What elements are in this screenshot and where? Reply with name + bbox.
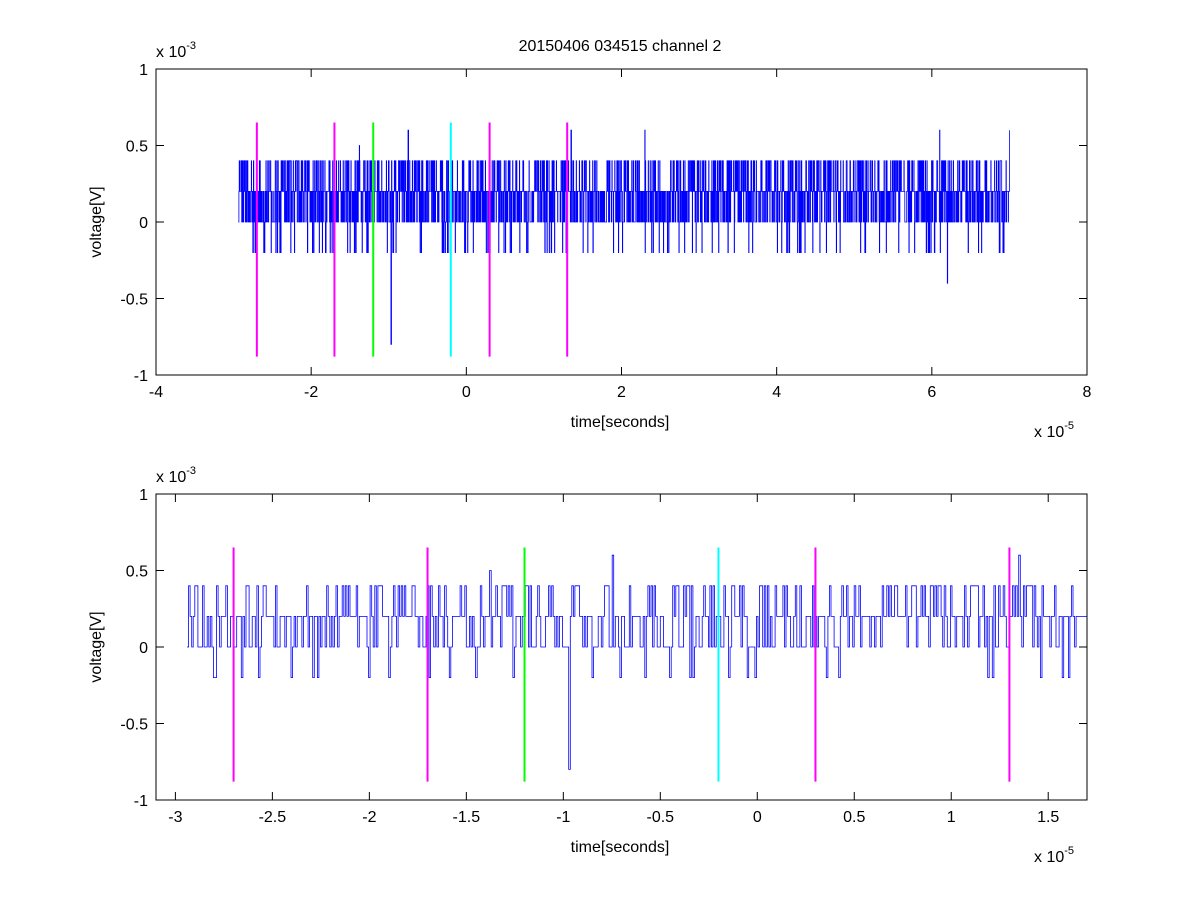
y-tick-label: 0.5 (126, 139, 148, 156)
signal-line (187, 554, 1087, 770)
y-tick-label: 0 (139, 640, 148, 657)
bottom-plot-signal (187, 554, 1087, 770)
bottom-plot-markers (232, 547, 1011, 782)
x-tick-label: -2 (304, 384, 318, 401)
top-plot-x-exponent-base: x 10 (1034, 424, 1064, 441)
y-tick-label: 1 (139, 487, 148, 504)
bottom-plot-x-axis-label: time[seconds] (571, 839, 670, 856)
bottom-plot-ticks: -3 -2.5 -2 -1.5 -1 -0.5 0 0.5 1 1.5 -1 -0.5 0 0.5 1 (120, 487, 1087, 826)
top-plot-x-axis-label: time[seconds] (571, 414, 670, 431)
x-tick-label: 1.5 (1037, 809, 1059, 826)
x-tick-label: -4 (149, 384, 163, 401)
top-plot-y-exponent-base: x 10 (156, 44, 186, 61)
x-tick-label: 6 (927, 384, 936, 401)
y-tick-label: 0.5 (126, 564, 148, 581)
x-tick-label: -2.5 (259, 809, 287, 826)
bottom-plot: -3 -2.5 -2 -1.5 -1 -0.5 0 0.5 1 1.5 -1 -0.5 0 0.5 1 x … (88, 465, 1088, 866)
x-tick-label: -1 (556, 809, 570, 826)
x-tick-label: 8 (1083, 384, 1092, 401)
y-tick-label: -0.5 (120, 292, 148, 309)
bottom-plot-x-exponent-power: -5 (1064, 845, 1074, 857)
x-tick-label: -2 (362, 809, 376, 826)
figure-title: 20150406 034515 channel 2 (519, 38, 722, 55)
y-tick-label: -1 (134, 793, 148, 810)
x-tick-label: -1.5 (453, 809, 481, 826)
y-tick-label: -0.5 (120, 717, 148, 734)
top-plot-y-exponent: x 10-3 (156, 40, 196, 61)
top-plot: -4 -2 0 2 4 6 8-1-0.500.51 x 10-3 x 10-5 time[… (88, 40, 1092, 441)
top-plot-x-exponent: x 10-5 (1034, 420, 1074, 441)
x-tick-label: 2 (617, 384, 626, 401)
x-tick-label: 1 (947, 809, 956, 826)
bottom-plot-y-axis-label: voltage[V] (88, 611, 105, 682)
x-tick-label: 4 (772, 384, 781, 401)
x-tick-label: 0 (462, 384, 471, 401)
top-plot-x-exponent-power: -5 (1064, 420, 1074, 432)
bottom-plot-y-exponent-base: x 10 (156, 469, 186, 486)
x-tick-label: -3 (168, 809, 182, 826)
x-tick-label: 0 (753, 809, 762, 826)
top-plot-y-axis-label: voltage[V] (88, 186, 105, 257)
bottom-plot-y-exponent-power: -3 (186, 465, 196, 477)
y-tick-label: 0 (139, 215, 148, 232)
x-tick-label: -0.5 (647, 809, 675, 826)
y-tick-label: -1 (134, 368, 148, 385)
top-plot-markers (255, 122, 569, 357)
bottom-plot-x-exponent: x 10-5 (1034, 845, 1074, 866)
top-plot-signal (238, 129, 1010, 345)
signal-line (238, 129, 1010, 345)
bottom-plot-x-exponent-base: x 10 (1034, 849, 1064, 866)
y-tick-label: 1 (139, 62, 148, 79)
bottom-plot-y-exponent: x 10-3 (156, 465, 196, 486)
x-tick-label: 0.5 (843, 809, 865, 826)
top-plot-y-exponent-power: -3 (186, 40, 196, 52)
top-plot-ticks: -4 -2 0 2 4 6 8 -1 -0.5 0 0.5 1 (120, 62, 1091, 401)
